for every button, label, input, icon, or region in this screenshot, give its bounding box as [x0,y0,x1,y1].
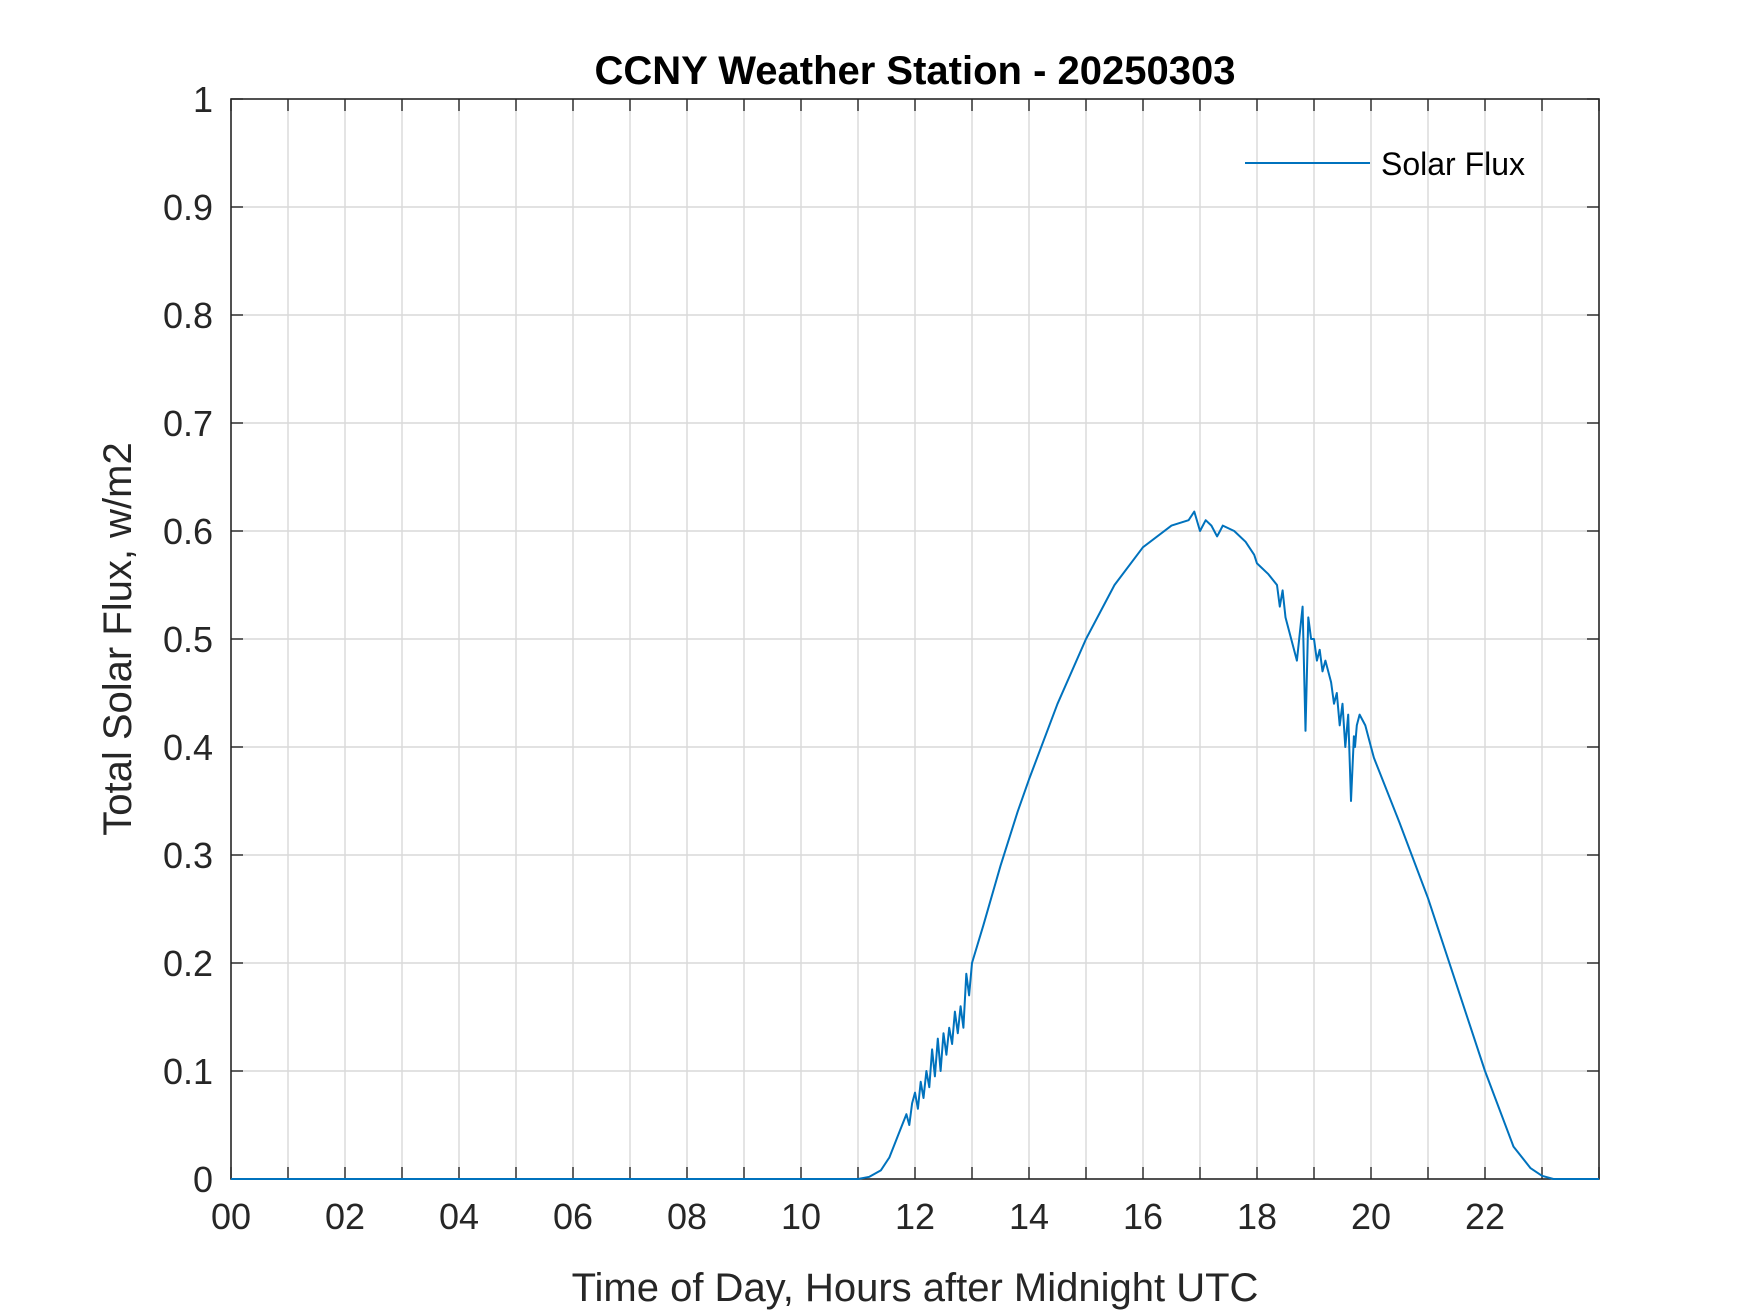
x-tick-label: 08 [667,1196,707,1237]
series-line-solar-flux [231,510,1599,1180]
y-tick-label: 0.6 [163,511,213,552]
y-tick-label: 1 [193,79,213,120]
x-tick-label: 20 [1351,1196,1391,1237]
y-tick-label: 0.8 [163,295,213,336]
chart-title: CCNY Weather Station - 20250303 [595,49,1236,93]
tick-label-layer: 0 0.1 0.2 0.3 0.4 0.5 0.6 0.7 0.8 0.9 1 00 02 04 06 08 1… [163,79,1505,1237]
y-tick-label: 0.2 [163,943,213,984]
y-tick-label: 0.4 [163,727,213,768]
x-tick-label: 18 [1237,1196,1277,1237]
x-tick-label: 00 [211,1196,251,1237]
x-tick-label: 16 [1123,1196,1163,1237]
y-tick-label: 0 [193,1159,213,1200]
y-tick-label: 0.9 [163,187,213,228]
series-layer [231,510,1599,1180]
y-tick-label: 0.3 [163,835,213,876]
x-tick-label: 02 [325,1196,365,1237]
plot-frame [230,98,1600,1180]
x-tick-label: 10 [781,1196,821,1237]
legend-label-solar-flux: Solar Flux [1381,146,1525,182]
x-tick-label: 22 [1465,1196,1505,1237]
x-tick-label: 04 [439,1196,479,1237]
x-tick-label: 14 [1009,1196,1049,1237]
x-tick-label: 06 [553,1196,593,1237]
legend: Solar Flux [1245,146,1525,182]
y-tick-label: 0.1 [163,1051,213,1092]
y-axis-label: Total Solar Flux, w/m2 [96,442,140,835]
x-axis-label: Time of Day, Hours after Midnight UTC [572,1266,1259,1310]
x-tick-label: 12 [895,1196,935,1237]
y-tick-label: 0.7 [163,403,213,444]
y-tick-label: 0.5 [163,619,213,660]
